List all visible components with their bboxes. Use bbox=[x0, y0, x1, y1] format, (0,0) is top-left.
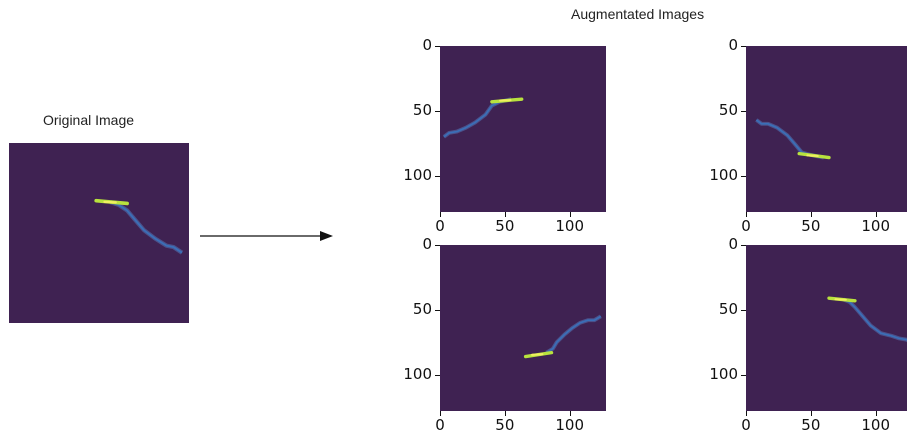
y-tick-label: 0 bbox=[422, 235, 432, 253]
y-tick-label: 100 bbox=[403, 364, 432, 383]
y-tick-label: 50 bbox=[718, 100, 738, 119]
x-tick-label: 50 bbox=[495, 217, 515, 235]
x-tick-mark bbox=[875, 411, 877, 416]
original-image-heatmap bbox=[9, 143, 189, 323]
y-tick-mark bbox=[741, 110, 746, 112]
feature-curve bbox=[545, 315, 602, 354]
augmented-image-panel bbox=[440, 46, 606, 212]
y-tick-mark bbox=[741, 46, 746, 47]
x-tick-mark bbox=[810, 212, 812, 217]
augmented-image-panel bbox=[746, 46, 907, 212]
x-tick-label: 100 bbox=[861, 217, 891, 235]
x-tick-mark bbox=[504, 212, 506, 217]
feature-curve bbox=[443, 98, 512, 138]
x-tick-label: 50 bbox=[801, 217, 821, 235]
x-tick-label: 100 bbox=[555, 416, 585, 434]
y-tick-label: 50 bbox=[718, 299, 738, 318]
y-tick-mark bbox=[741, 374, 746, 376]
y-tick-label: 100 bbox=[403, 165, 432, 184]
y-tick-mark bbox=[741, 309, 746, 311]
y-tick-label: 50 bbox=[412, 100, 432, 119]
x-tick-mark bbox=[746, 411, 747, 416]
x-tick-label: 0 bbox=[741, 416, 751, 434]
heatmap-background bbox=[746, 46, 907, 212]
x-tick-mark bbox=[810, 411, 812, 416]
x-tick-mark bbox=[440, 212, 441, 217]
x-tick-label: 100 bbox=[861, 416, 891, 434]
feature-highlight-core bbox=[806, 154, 819, 158]
x-tick-mark bbox=[569, 212, 571, 217]
augmented-images-label: Augmentated Images bbox=[571, 6, 705, 22]
augmented-image-heatmap bbox=[746, 245, 907, 411]
feature-highlight-core bbox=[531, 353, 544, 356]
y-tick-mark bbox=[435, 175, 440, 177]
augmented-image-panel bbox=[440, 245, 606, 411]
y-tick-mark bbox=[435, 309, 440, 311]
x-tick-mark bbox=[569, 411, 571, 416]
feature-curve bbox=[842, 298, 907, 341]
x-tick-mark bbox=[746, 212, 747, 217]
augmented-image-panel bbox=[746, 245, 907, 411]
augmented-image-heatmap bbox=[746, 46, 907, 212]
x-tick-label: 0 bbox=[741, 217, 751, 235]
y-tick-mark bbox=[741, 245, 746, 246]
heatmap-background bbox=[9, 143, 189, 323]
x-tick-label: 0 bbox=[435, 217, 445, 235]
y-tick-mark bbox=[435, 46, 440, 47]
heatmap-background bbox=[440, 245, 606, 411]
heatmap-background bbox=[746, 245, 907, 411]
x-tick-label: 0 bbox=[435, 416, 445, 434]
y-tick-mark bbox=[741, 175, 746, 177]
feature-curve bbox=[109, 201, 183, 254]
y-tick-label: 100 bbox=[709, 165, 738, 184]
x-tick-label: 50 bbox=[495, 416, 515, 434]
x-tick-label: 100 bbox=[555, 217, 585, 235]
y-tick-label: 0 bbox=[728, 235, 738, 253]
x-tick-mark bbox=[504, 411, 506, 416]
y-tick-label: 100 bbox=[709, 364, 738, 383]
x-tick-label: 50 bbox=[801, 416, 821, 434]
y-tick-mark bbox=[435, 245, 440, 246]
original-image bbox=[9, 143, 189, 323]
y-tick-label: 0 bbox=[422, 36, 432, 54]
augmented-image-heatmap bbox=[440, 46, 606, 212]
y-tick-mark bbox=[435, 110, 440, 112]
x-tick-mark bbox=[440, 411, 441, 416]
y-tick-label: 0 bbox=[728, 36, 738, 54]
x-tick-mark bbox=[875, 212, 877, 217]
arrow-icon bbox=[200, 231, 333, 241]
original-image-label: Original Image bbox=[43, 112, 135, 128]
augmented-image-heatmap bbox=[440, 245, 606, 411]
y-tick-label: 50 bbox=[412, 299, 432, 318]
heatmap-background bbox=[440, 46, 606, 212]
y-tick-mark bbox=[435, 374, 440, 376]
